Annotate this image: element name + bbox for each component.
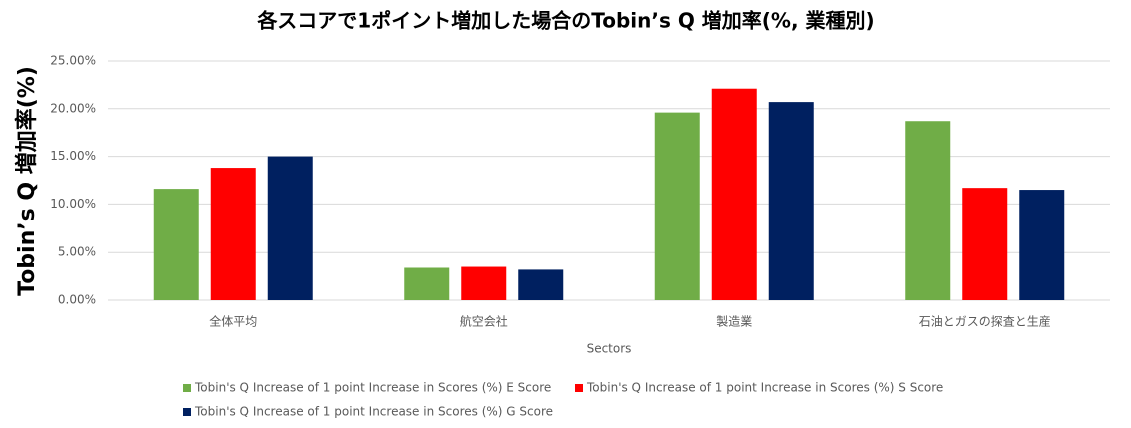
bar [461, 266, 507, 300]
x-tick-label: 製造業 [716, 315, 752, 329]
legend-label: Tobin's Q Increase of 1 point Increase i… [586, 381, 943, 395]
bar [267, 156, 313, 300]
bar [711, 88, 757, 300]
bar [518, 269, 564, 300]
bar [1019, 190, 1065, 300]
bar [404, 267, 450, 300]
y-tick-label: 5.00% [58, 245, 96, 259]
y-tick-label: 20.00% [50, 101, 96, 115]
legend-label: Tobin's Q Increase of 1 point Increase i… [194, 405, 553, 419]
y-tick-label: 15.00% [50, 149, 96, 163]
bar [962, 188, 1008, 300]
bar [905, 121, 951, 300]
bar [654, 112, 700, 301]
y-tick-label: 0.00% [58, 293, 96, 307]
legend-label: Tobin's Q Increase of 1 point Increase i… [194, 381, 551, 395]
bar [210, 168, 256, 300]
x-tick-label: 石油とガスの探査と生産 [919, 314, 1051, 329]
bar [153, 189, 199, 300]
y-tick-label: 10.00% [50, 197, 96, 211]
legend-swatch [183, 384, 191, 392]
x-axis-title: Sectors [587, 342, 632, 356]
x-tick-label: 航空会社 [460, 314, 508, 329]
y-axis-title: Tobin’s Q 増加率(%) [14, 66, 40, 296]
legend-swatch [575, 384, 583, 392]
x-tick-label: 全体平均 [209, 314, 257, 329]
legend-swatch [183, 408, 191, 416]
y-tick-label: 25.00% [50, 54, 96, 68]
bar [768, 102, 814, 300]
chart-title: 各スコアで1ポイント増加した場合のTobin’s Q 増加率(%, 業種別) [256, 9, 874, 33]
